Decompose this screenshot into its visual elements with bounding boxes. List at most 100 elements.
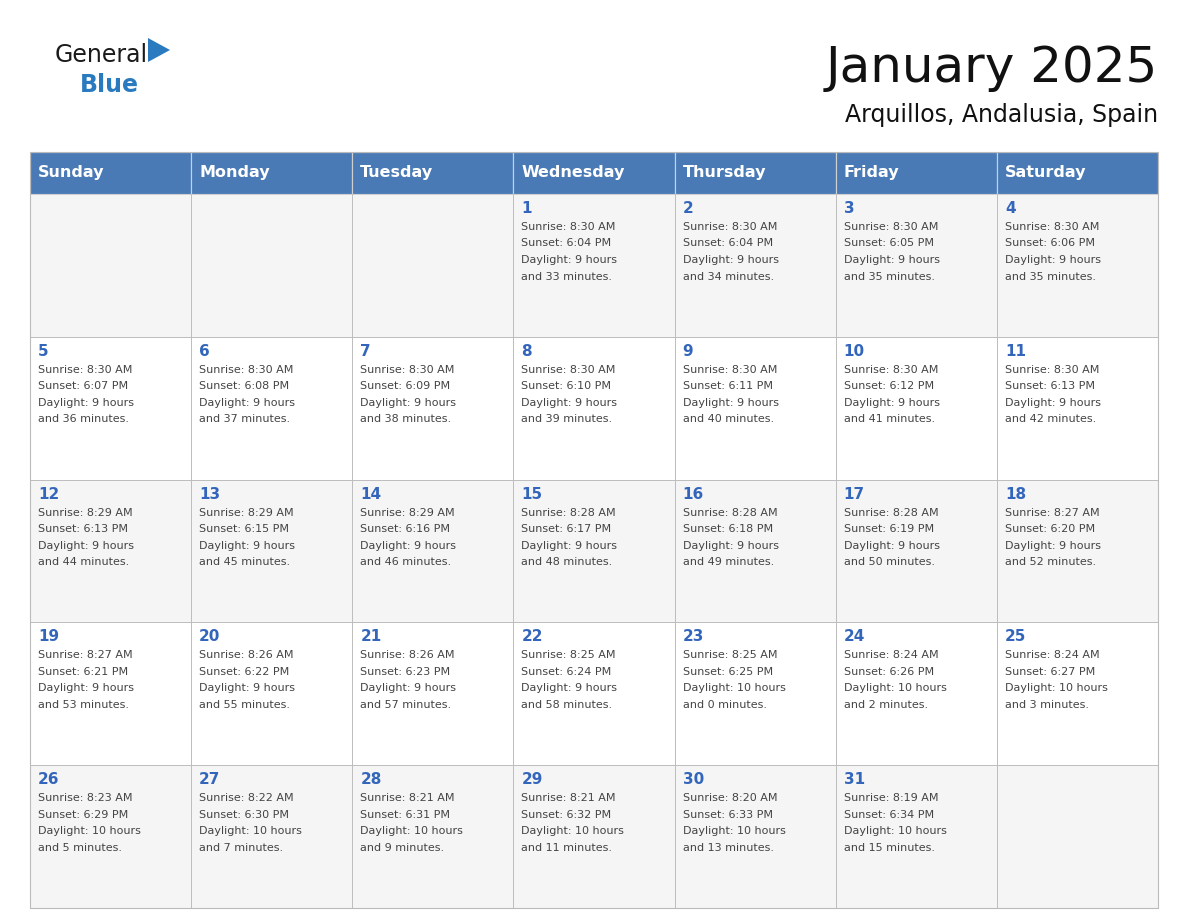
Text: Sunrise: 8:21 AM: Sunrise: 8:21 AM [360,793,455,803]
Text: Daylight: 9 hours: Daylight: 9 hours [683,255,778,265]
Bar [353,479,513,622]
Text: and 37 minutes.: and 37 minutes. [200,414,290,424]
Text: Sunset: 6:11 PM: Sunset: 6:11 PM [683,381,772,391]
Text: 21: 21 [360,630,381,644]
Text: Daylight: 9 hours: Daylight: 9 hours [522,397,618,408]
Bar [353,337,513,479]
Text: Daylight: 9 hours: Daylight: 9 hours [360,683,456,693]
Text: Daylight: 9 hours: Daylight: 9 hours [38,683,134,693]
Text: 9: 9 [683,344,694,359]
Bar [353,766,513,908]
Text: Sunrise: 8:24 AM: Sunrise: 8:24 AM [843,650,939,660]
Bar [997,152,1158,194]
Text: and 49 minutes.: and 49 minutes. [683,557,773,567]
Text: Daylight: 9 hours: Daylight: 9 hours [843,541,940,551]
Text: Sunset: 6:08 PM: Sunset: 6:08 PM [200,381,290,391]
Text: Wednesday: Wednesday [522,165,625,181]
Text: Daylight: 9 hours: Daylight: 9 hours [38,397,134,408]
Bar [191,194,353,337]
Text: Daylight: 9 hours: Daylight: 9 hours [360,541,456,551]
Text: Sunrise: 8:30 AM: Sunrise: 8:30 AM [360,364,455,375]
Text: Daylight: 9 hours: Daylight: 9 hours [200,541,295,551]
Text: 18: 18 [1005,487,1026,501]
Text: Friday: Friday [843,165,899,181]
Text: 16: 16 [683,487,703,501]
Text: Tuesday: Tuesday [360,165,434,181]
Text: and 38 minutes.: and 38 minutes. [360,414,451,424]
Text: Sunset: 6:18 PM: Sunset: 6:18 PM [683,524,772,534]
Text: Daylight: 9 hours: Daylight: 9 hours [1005,397,1101,408]
Text: Sunset: 6:17 PM: Sunset: 6:17 PM [522,524,612,534]
Text: Daylight: 9 hours: Daylight: 9 hours [522,255,618,265]
Text: 14: 14 [360,487,381,501]
Text: Sunset: 6:23 PM: Sunset: 6:23 PM [360,666,450,677]
Text: 26: 26 [38,772,59,788]
Text: 3: 3 [843,201,854,216]
Text: Sunrise: 8:30 AM: Sunrise: 8:30 AM [38,364,132,375]
Text: Sunset: 6:07 PM: Sunset: 6:07 PM [38,381,128,391]
Text: Daylight: 10 hours: Daylight: 10 hours [843,826,947,836]
Bar [997,337,1158,479]
Text: and 11 minutes.: and 11 minutes. [522,843,613,853]
Text: Daylight: 9 hours: Daylight: 9 hours [522,683,618,693]
Text: 1: 1 [522,201,532,216]
Text: Sunrise: 8:23 AM: Sunrise: 8:23 AM [38,793,133,803]
Text: Daylight: 10 hours: Daylight: 10 hours [200,826,302,836]
Bar [835,622,997,766]
Text: Sunrise: 8:28 AM: Sunrise: 8:28 AM [843,508,939,518]
Text: Sunset: 6:34 PM: Sunset: 6:34 PM [843,810,934,820]
Text: Sunrise: 8:30 AM: Sunrise: 8:30 AM [522,364,615,375]
Text: Sunset: 6:21 PM: Sunset: 6:21 PM [38,666,128,677]
Text: Daylight: 9 hours: Daylight: 9 hours [38,541,134,551]
Bar [30,152,191,194]
Text: Sunset: 6:33 PM: Sunset: 6:33 PM [683,810,772,820]
Text: Daylight: 9 hours: Daylight: 9 hours [683,541,778,551]
Text: and 3 minutes.: and 3 minutes. [1005,700,1089,710]
Text: Blue: Blue [80,73,139,97]
Text: Daylight: 10 hours: Daylight: 10 hours [1005,683,1107,693]
Bar [513,337,675,479]
Bar [997,622,1158,766]
Text: Sunrise: 8:27 AM: Sunrise: 8:27 AM [38,650,133,660]
Text: 13: 13 [200,487,220,501]
Text: Sunrise: 8:20 AM: Sunrise: 8:20 AM [683,793,777,803]
Text: Sunrise: 8:25 AM: Sunrise: 8:25 AM [683,650,777,660]
Text: and 7 minutes.: and 7 minutes. [200,843,283,853]
Text: 4: 4 [1005,201,1016,216]
Text: Sunset: 6:22 PM: Sunset: 6:22 PM [200,666,290,677]
Bar [353,194,513,337]
Text: Sunset: 6:26 PM: Sunset: 6:26 PM [843,666,934,677]
Text: and 41 minutes.: and 41 minutes. [843,414,935,424]
Text: 10: 10 [843,344,865,359]
Text: Saturday: Saturday [1005,165,1086,181]
Text: Sunrise: 8:30 AM: Sunrise: 8:30 AM [1005,364,1099,375]
Text: Daylight: 10 hours: Daylight: 10 hours [360,826,463,836]
Text: Daylight: 10 hours: Daylight: 10 hours [683,683,785,693]
Text: Daylight: 9 hours: Daylight: 9 hours [200,397,295,408]
Text: Sunrise: 8:27 AM: Sunrise: 8:27 AM [1005,508,1100,518]
Bar [191,479,353,622]
Text: Monday: Monday [200,165,270,181]
Bar [835,766,997,908]
Text: Sunset: 6:13 PM: Sunset: 6:13 PM [1005,381,1095,391]
Text: and 36 minutes.: and 36 minutes. [38,414,129,424]
Bar [191,622,353,766]
Text: Sunrise: 8:29 AM: Sunrise: 8:29 AM [38,508,133,518]
Bar [513,479,675,622]
Text: Sunday: Sunday [38,165,105,181]
Text: Sunrise: 8:30 AM: Sunrise: 8:30 AM [843,364,939,375]
Text: 8: 8 [522,344,532,359]
Bar [353,152,513,194]
Bar [353,622,513,766]
Bar [675,766,835,908]
Text: 7: 7 [360,344,371,359]
Text: Daylight: 10 hours: Daylight: 10 hours [843,683,947,693]
Text: Daylight: 9 hours: Daylight: 9 hours [200,683,295,693]
Text: 20: 20 [200,630,221,644]
Text: Sunset: 6:06 PM: Sunset: 6:06 PM [1005,239,1095,249]
Bar [30,152,1158,908]
Bar [191,766,353,908]
Text: January 2025: January 2025 [826,44,1158,92]
Polygon shape [148,38,170,62]
Text: 15: 15 [522,487,543,501]
